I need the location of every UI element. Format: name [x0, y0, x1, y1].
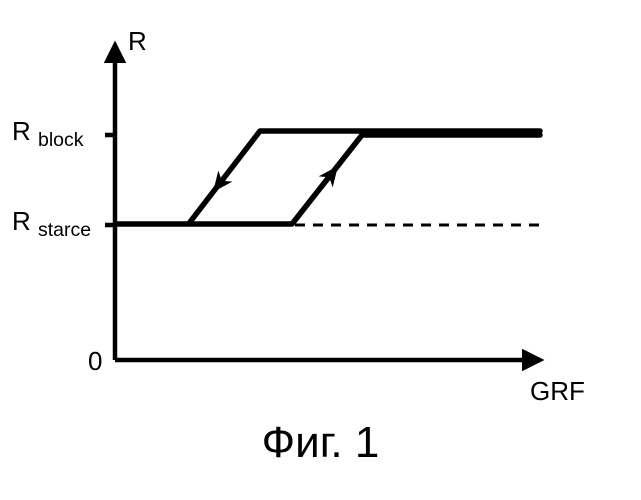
figure-caption: Фиг. 1 [262, 418, 380, 468]
x-axis-label: GRF [530, 376, 585, 407]
figure-container: R GRF 0 R block R starce Фиг. 1 [0, 0, 641, 500]
y-tick-label-0: R block [12, 116, 84, 152]
origin-label: 0 [88, 346, 102, 377]
y-axis-label: R [128, 26, 147, 57]
y-tick-label-1: R starce [12, 206, 91, 242]
